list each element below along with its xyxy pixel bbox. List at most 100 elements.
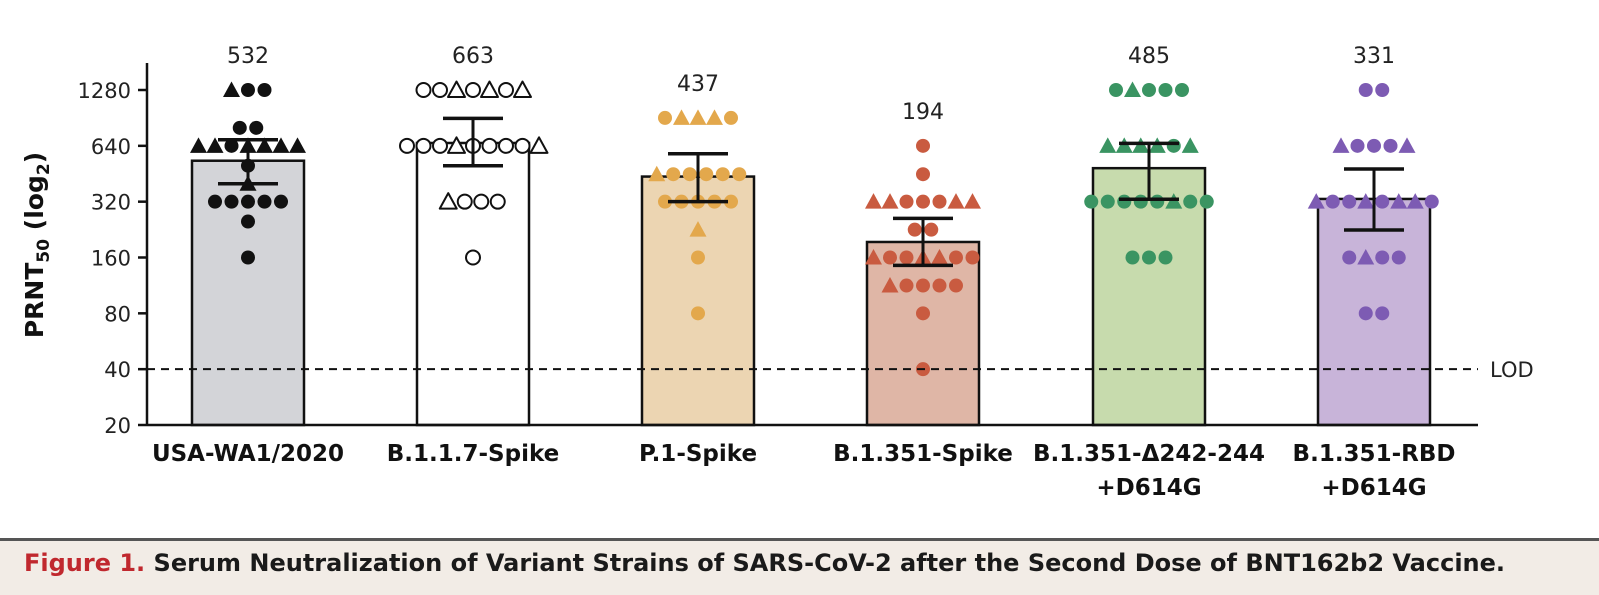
data-point bbox=[1199, 194, 1214, 209]
data-point bbox=[480, 80, 499, 98]
y-tick-label: 160 bbox=[91, 247, 131, 271]
data-point bbox=[881, 277, 899, 293]
x-tick-label: P.1-Spike bbox=[639, 441, 757, 467]
data-point bbox=[438, 192, 458, 210]
data-point bbox=[498, 137, 514, 154]
data-point bbox=[1133, 194, 1148, 209]
data-point bbox=[899, 250, 914, 265]
data-point bbox=[907, 222, 922, 237]
data-point bbox=[456, 193, 473, 210]
data-point bbox=[931, 249, 948, 265]
data-point bbox=[899, 278, 914, 293]
data-point bbox=[513, 80, 532, 98]
data-point bbox=[1183, 194, 1198, 209]
data-point bbox=[415, 82, 432, 98]
data-point bbox=[1124, 81, 1141, 97]
data-point bbox=[465, 82, 481, 98]
data-point bbox=[1375, 194, 1390, 209]
data-point bbox=[1375, 306, 1390, 321]
data-point bbox=[447, 136, 466, 154]
x-tick-label: USA-WA1/2020 bbox=[152, 441, 344, 467]
bar-3 bbox=[640, 175, 756, 427]
data-point bbox=[865, 193, 882, 209]
data-point bbox=[1375, 250, 1390, 265]
data-point bbox=[1307, 193, 1325, 209]
data-point bbox=[1142, 250, 1156, 265]
data-point bbox=[1357, 193, 1375, 209]
y-tick-label: 1280 bbox=[78, 79, 131, 103]
bar-6 bbox=[1316, 197, 1432, 427]
data-point bbox=[1142, 83, 1156, 97]
lod-label: LOD bbox=[1490, 358, 1534, 382]
data-point bbox=[489, 193, 506, 210]
data-point bbox=[1357, 249, 1375, 265]
data-point bbox=[1406, 193, 1424, 209]
value-label: 194 bbox=[902, 100, 944, 125]
data-point bbox=[682, 167, 697, 182]
data-point bbox=[257, 83, 272, 97]
data-point bbox=[691, 306, 705, 321]
data-point bbox=[899, 194, 914, 209]
x-tick-label: B.1.1.7-Spike bbox=[387, 441, 560, 467]
y-tick-label: 640 bbox=[91, 135, 131, 159]
data-point bbox=[965, 250, 980, 265]
data-point bbox=[432, 82, 448, 98]
data-point bbox=[1332, 137, 1350, 153]
bar-5 bbox=[1091, 166, 1207, 427]
y-axis-title: PRNT50 (log2) bbox=[20, 152, 54, 338]
data-point bbox=[658, 194, 672, 209]
data-point bbox=[689, 221, 707, 237]
bar-2 bbox=[415, 141, 531, 427]
data-point bbox=[1367, 138, 1381, 153]
data-point bbox=[1358, 83, 1373, 97]
data-point bbox=[272, 137, 290, 153]
value-label: 663 bbox=[452, 44, 494, 69]
value-label: 331 bbox=[1353, 44, 1395, 69]
data-point bbox=[1350, 138, 1365, 153]
data-point bbox=[257, 194, 272, 209]
value-label: 532 bbox=[227, 44, 269, 69]
data-point bbox=[924, 222, 939, 237]
data-point bbox=[1084, 194, 1099, 209]
caption-label: Figure 1. bbox=[24, 549, 146, 577]
data-point bbox=[232, 120, 247, 135]
data-point bbox=[473, 193, 490, 210]
y-tick-label: 320 bbox=[91, 191, 131, 215]
data-point bbox=[514, 137, 531, 154]
data-point bbox=[715, 167, 730, 182]
data-point bbox=[1099, 137, 1117, 153]
data-point bbox=[916, 138, 930, 153]
data-point bbox=[190, 137, 207, 153]
data-point bbox=[289, 137, 306, 153]
data-point bbox=[1391, 250, 1406, 265]
data-point bbox=[1342, 250, 1357, 265]
caption-text: Serum Neutralization of Variant Strains … bbox=[145, 549, 1506, 577]
value-label: 437 bbox=[677, 72, 719, 97]
data-point bbox=[241, 250, 255, 265]
data-point bbox=[666, 167, 681, 182]
data-point bbox=[206, 137, 224, 153]
data-point bbox=[699, 167, 714, 182]
data-point bbox=[1358, 306, 1373, 321]
y-tick-label: 20 bbox=[104, 414, 131, 438]
x-tick-label: B.1.351-Δ242-244 +D614G bbox=[1033, 441, 1265, 501]
data-point bbox=[932, 194, 947, 209]
data-point bbox=[1100, 194, 1115, 209]
data-point bbox=[241, 83, 255, 97]
data-point bbox=[1398, 137, 1416, 153]
data-point bbox=[949, 250, 963, 265]
data-point bbox=[658, 110, 672, 125]
data-point bbox=[1390, 193, 1408, 209]
data-point bbox=[432, 137, 448, 154]
value-label: 485 bbox=[1128, 44, 1170, 69]
data-point bbox=[399, 137, 415, 154]
data-point bbox=[691, 250, 705, 265]
data-point bbox=[1117, 194, 1132, 209]
data-point bbox=[447, 80, 466, 98]
data-point bbox=[1424, 194, 1439, 209]
data-point bbox=[1342, 194, 1357, 209]
data-point bbox=[1175, 83, 1189, 97]
bar-4 bbox=[865, 240, 981, 427]
data-point bbox=[706, 109, 723, 125]
